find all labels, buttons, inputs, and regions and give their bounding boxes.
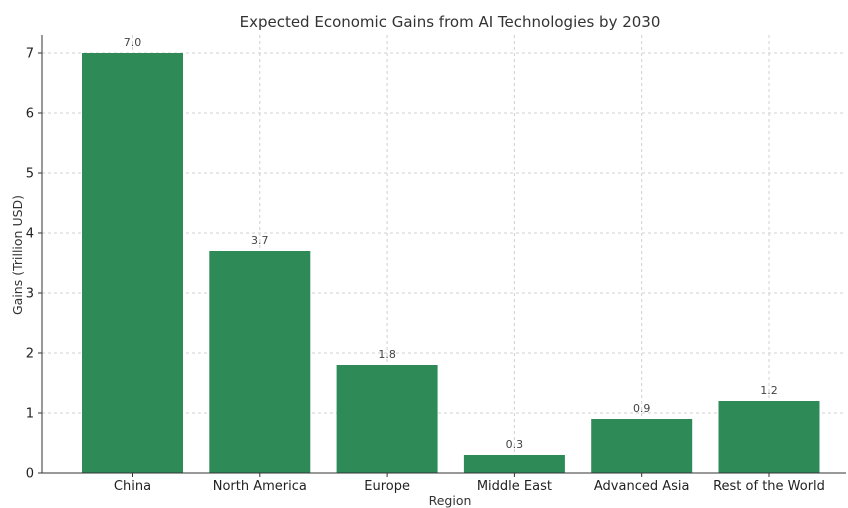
x-tick-label: North America [213, 479, 307, 494]
x-tick-label: Europe [364, 479, 410, 494]
y-tick-label: 3 [26, 287, 34, 302]
x-tick-label: Advanced Asia [594, 479, 690, 494]
bar [336, 365, 438, 473]
bar-data-label: 0.3 [506, 438, 524, 451]
y-tick-label: 0 [26, 467, 34, 482]
bar [718, 401, 820, 473]
bar-data-label: 7.0 [124, 36, 142, 49]
x-tick-label: China [114, 479, 151, 494]
chart-title: Expected Economic Gains from AI Technolo… [240, 13, 661, 31]
bar-layer: 7.0 3.7 1.8 0.3 0.9 1.2 [82, 36, 820, 473]
y-tick-label: 5 [26, 167, 34, 182]
x-axis-label: Region [429, 493, 472, 508]
y-tick-label: 4 [26, 227, 34, 242]
y-tick-label: 7 [26, 47, 34, 62]
bar [463, 455, 565, 473]
bar [209, 251, 311, 473]
bar [591, 419, 693, 473]
y-tick-label: 2 [26, 347, 34, 362]
y-axis-label: Gains (Trillion USD) [10, 195, 25, 315]
axis-layer: 0 1 2 3 4 5 6 7 China North America Europe Middle E… [26, 35, 846, 494]
x-tick-label: Middle East [477, 479, 552, 494]
bar [82, 53, 183, 473]
bar-data-label: 1.2 [760, 384, 778, 397]
y-tick-label: 6 [26, 107, 34, 122]
bar-data-label: 3.7 [251, 234, 269, 247]
bar-data-label: 1.8 [378, 348, 396, 361]
bar-data-label: 0.9 [633, 402, 651, 415]
y-tick-label: 1 [26, 407, 34, 422]
x-tick-label: Rest of the World [713, 479, 825, 494]
